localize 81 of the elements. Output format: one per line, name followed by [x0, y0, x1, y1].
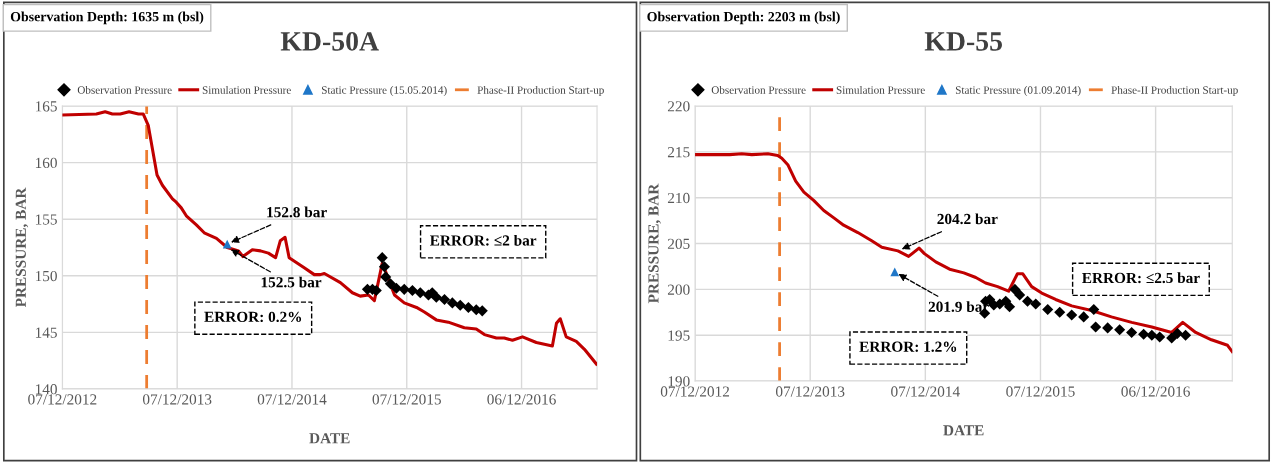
line-series	[695, 152, 1233, 354]
y-tick-label: 140	[35, 384, 57, 395]
y-tick-label: 150	[35, 270, 57, 282]
annotation: ERROR: 1.2%	[859, 341, 957, 352]
point	[1126, 326, 1138, 339]
x-tick-label: 07/12/2013	[142, 394, 212, 405]
legend-label: Observation Pressure	[711, 85, 806, 94]
point	[1088, 303, 1100, 316]
point	[1014, 289, 1026, 301]
legend-label: Static Pressure (01.09.2014)	[955, 85, 1081, 97]
point	[430, 291, 442, 303]
x-tick-label: 07/12/2015	[1006, 386, 1075, 397]
y-tick-label: 215	[667, 147, 690, 158]
point	[414, 287, 426, 299]
point	[378, 261, 390, 273]
point	[1138, 328, 1150, 340]
y-tick-label: 160	[35, 157, 57, 169]
x-axis-title: DATE	[309, 433, 350, 444]
point	[1004, 301, 1016, 313]
y-axis-title: PRESSURE, BAR	[15, 187, 29, 308]
point	[1154, 331, 1166, 343]
point	[398, 283, 410, 295]
point	[1021, 295, 1034, 307]
annotation: ERROR: ≤2.5 bar	[1082, 272, 1200, 284]
x-tick-label: 07/12/2014	[891, 386, 960, 397]
x-tick-label: 07/12/2014	[257, 394, 327, 405]
legend-label: Observation Pressure	[77, 85, 172, 94]
point	[1078, 311, 1090, 323]
point	[1042, 303, 1054, 316]
point	[1102, 322, 1114, 334]
line-series	[62, 110, 598, 366]
y-tick-label: 145	[35, 327, 57, 338]
annotation: 152.5 bar	[261, 276, 322, 288]
y-tick-label: 190	[668, 376, 690, 387]
point	[438, 293, 451, 306]
point	[376, 252, 388, 264]
y-tick-label: 155	[35, 214, 57, 225]
annotation: 152.8 bar	[267, 206, 327, 218]
legend-label: Phase-II Production Start-up	[477, 85, 604, 97]
point	[1030, 298, 1042, 310]
x-tick-label: 07/12/2012	[28, 394, 97, 405]
point	[1114, 324, 1126, 336]
x-tick-label: 07/12/2015	[372, 394, 441, 405]
y-tick-label: 210	[667, 192, 690, 204]
point	[454, 299, 466, 311]
x-axis-title: DATE	[943, 425, 984, 436]
annotation: ERROR: 0.2%	[204, 311, 302, 323]
y-axis-title: PRESSURE, BAR	[648, 183, 661, 304]
point	[1066, 309, 1078, 321]
text: Observation Depth: 2203 m (bsl)	[647, 11, 840, 25]
point	[1146, 329, 1158, 341]
annotation: ERROR: ≤2 bar	[429, 234, 537, 246]
x-tick-label: 06/12/2016	[1121, 386, 1190, 397]
y-tick-label: 220	[667, 101, 690, 112]
point	[446, 297, 458, 309]
annotation: 204.2 bar	[937, 213, 998, 225]
legend-label: Static Pressure (15.05.2014)	[322, 85, 447, 97]
x-tick-label: 06/12/2016	[487, 394, 556, 405]
point	[890, 267, 900, 277]
y-tick-label: 205	[667, 238, 690, 249]
y-tick-label: 200	[667, 284, 690, 295]
chart-title: KD-55	[924, 32, 1002, 51]
point	[1180, 329, 1192, 341]
y-tick-label: 195	[668, 330, 690, 341]
x-tick-label: 07/12/2012	[660, 386, 730, 397]
legend-label: Phase-II Production Start-up	[1111, 85, 1238, 97]
legend-label: Simulation Pressure	[202, 85, 291, 94]
text: Observation Depth: 1635 m (bsl)	[10, 11, 204, 25]
point	[222, 239, 232, 249]
point	[384, 278, 396, 290]
point	[390, 282, 402, 294]
point	[1090, 321, 1102, 333]
point	[380, 271, 392, 283]
point	[462, 301, 474, 313]
point	[1171, 327, 1183, 339]
y-tick-label: 165	[35, 101, 57, 112]
x-tick-label: 07/12/2013	[775, 386, 845, 397]
chart-title: KD-50A	[280, 32, 379, 51]
point	[1054, 306, 1066, 318]
legend-label: Simulation Pressure	[836, 85, 925, 94]
point	[406, 284, 418, 297]
